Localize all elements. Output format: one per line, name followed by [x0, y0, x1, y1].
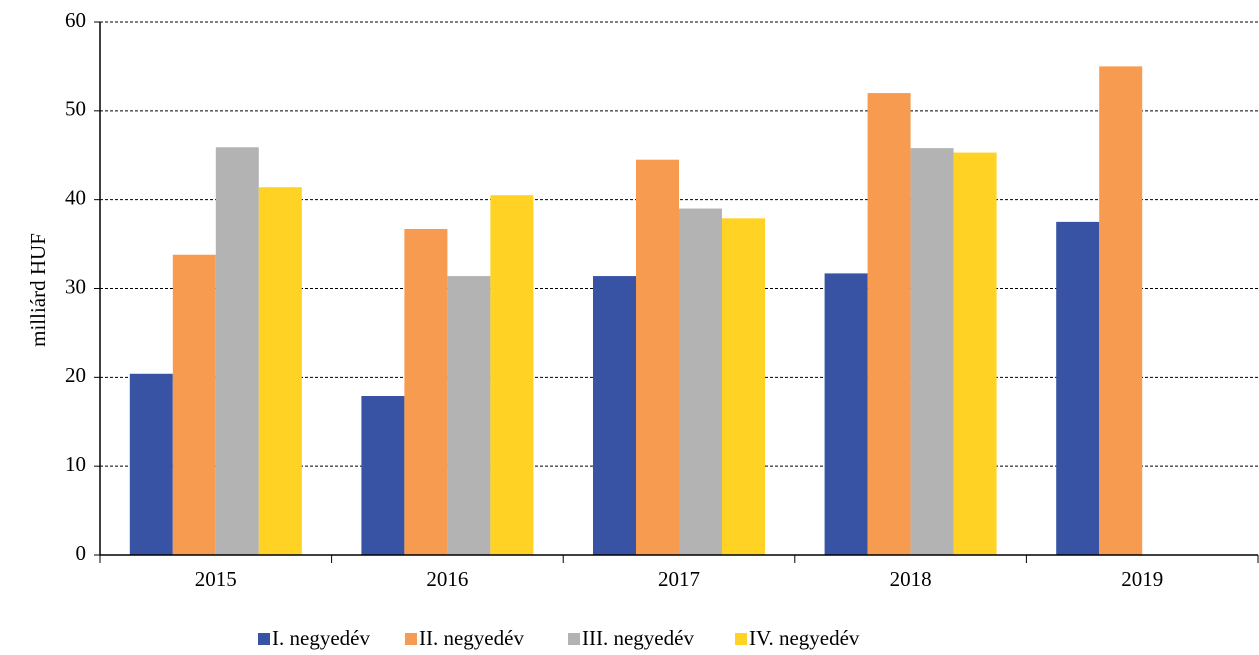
bar: [679, 208, 722, 556]
legend-swatch: [405, 633, 417, 645]
y-tick-label: 10: [65, 452, 86, 476]
legend-label: II. negyedév: [419, 626, 524, 650]
bar: [1099, 66, 1143, 556]
bar: [258, 187, 302, 556]
y-tick-label: 60: [65, 8, 86, 32]
bar: [636, 159, 679, 556]
legend-swatch: [568, 633, 580, 645]
legend-label: IV. negyedév: [749, 626, 860, 650]
bar: [910, 148, 954, 556]
bar: [824, 273, 868, 555]
bar: [172, 254, 216, 555]
y-tick-label: 50: [65, 97, 86, 121]
y-tick-label: 20: [65, 363, 86, 387]
bar: [1056, 221, 1100, 555]
bar: [953, 152, 997, 555]
bar: [447, 276, 491, 555]
y-axis-label: milliárd HUF: [26, 233, 50, 347]
legend-label: I. negyedév: [272, 626, 370, 650]
y-tick-label: 30: [65, 274, 86, 298]
bar: [593, 276, 636, 555]
bar: [867, 93, 911, 556]
bar: [361, 395, 405, 555]
bar: [490, 195, 534, 555]
y-tick-label: 40: [65, 185, 86, 209]
legend-swatch: [735, 633, 747, 645]
bar: [722, 218, 765, 556]
x-tick-label: 2018: [890, 567, 932, 591]
bar: [215, 147, 259, 555]
x-tick-label: 2017: [658, 567, 700, 591]
y-tick-label: 0: [76, 541, 87, 565]
bar: [129, 373, 173, 555]
legend-swatch: [258, 633, 270, 645]
x-tick-label: 2015: [195, 567, 237, 591]
x-tick-label: 2016: [426, 567, 468, 591]
bar: [404, 228, 448, 555]
legend-label: III. negyedév: [582, 626, 694, 650]
x-tick-label: 2019: [1121, 567, 1163, 591]
